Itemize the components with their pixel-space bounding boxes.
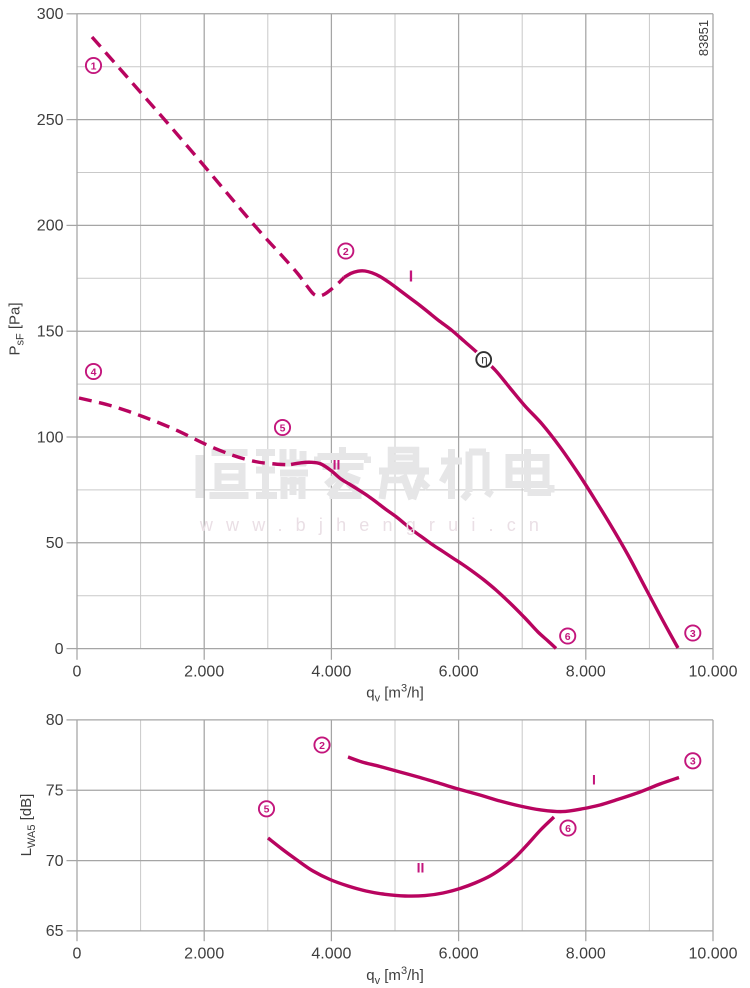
svg-text:2: 2 (319, 740, 325, 752)
svg-text:200: 200 (37, 218, 64, 235)
svg-text:10.000: 10.000 (689, 664, 738, 681)
svg-text:0: 0 (73, 664, 82, 681)
svg-text:5: 5 (280, 422, 286, 434)
svg-text:5: 5 (264, 804, 270, 816)
svg-text:150: 150 (37, 324, 64, 341)
svg-text:8.000: 8.000 (566, 946, 606, 963)
svg-text:75: 75 (46, 783, 64, 800)
svg-text:6: 6 (565, 631, 571, 643)
svg-text:6.000: 6.000 (439, 664, 479, 681)
svg-text:qv [m3/h]: qv [m3/h] (366, 965, 424, 987)
svg-text:3: 3 (690, 756, 696, 768)
svg-text:8.000: 8.000 (566, 664, 606, 681)
svg-text:250: 250 (37, 112, 64, 129)
svg-text:2.000: 2.000 (184, 946, 224, 963)
svg-text:www.bjhengrui.cn: www.bjhengrui.cn (199, 515, 552, 535)
svg-text:83851: 83851 (696, 20, 711, 56)
svg-text:II: II (333, 457, 341, 473)
svg-text:η: η (481, 354, 487, 366)
svg-text:100: 100 (37, 429, 64, 446)
svg-text:I: I (592, 772, 596, 788)
svg-text:6: 6 (565, 823, 571, 835)
svg-text:65: 65 (46, 923, 64, 940)
svg-text:qv [m3/h]: qv [m3/h] (366, 683, 424, 705)
svg-text:70: 70 (46, 853, 64, 870)
svg-text:I: I (409, 269, 413, 286)
svg-text:4.000: 4.000 (311, 946, 351, 963)
svg-text:LWA5 [dB]: LWA5 [dB] (18, 794, 38, 857)
svg-text:2.000: 2.000 (184, 664, 224, 681)
svg-text:50: 50 (46, 535, 64, 552)
svg-text:80: 80 (46, 712, 64, 729)
svg-text:PsF [Pa]: PsF [Pa] (7, 302, 27, 355)
svg-text:10.000: 10.000 (689, 946, 738, 963)
svg-text:3: 3 (690, 628, 696, 640)
svg-text:2: 2 (343, 246, 349, 258)
svg-text:4.000: 4.000 (311, 664, 351, 681)
svg-text:1: 1 (91, 60, 97, 72)
svg-text:0: 0 (55, 641, 64, 658)
svg-text:300: 300 (37, 6, 64, 23)
svg-text:II: II (417, 860, 425, 876)
svg-text:0: 0 (73, 946, 82, 963)
svg-text:4: 4 (91, 366, 97, 378)
svg-text:6.000: 6.000 (439, 946, 479, 963)
